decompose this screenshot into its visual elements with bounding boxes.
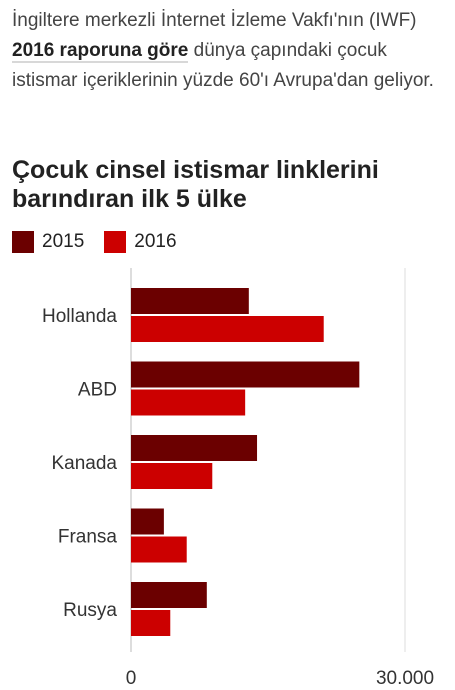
- bar-2015-0: [131, 288, 249, 314]
- x-tick-label: 0: [126, 668, 137, 689]
- bar-chart: Hollanda ABD Kanada Fransa Rusya 0 30.000: [42, 268, 434, 689]
- bar-2015-4: [131, 582, 207, 608]
- legend-label-2016: 2016: [134, 231, 177, 252]
- bar-2016-1: [131, 389, 246, 416]
- bar-2015-2: [131, 435, 258, 461]
- legend: 2015 2016: [12, 230, 197, 254]
- category-label: ABD: [78, 380, 117, 401]
- legend-item-2015: 2015: [12, 231, 84, 253]
- legend-swatch-2015: [12, 231, 34, 253]
- category-label: Hollanda: [42, 306, 117, 327]
- category-label: Fransa: [58, 527, 118, 548]
- category-label: Rusya: [63, 600, 117, 621]
- intro-text: İngiltere merkezli İnternet İzleme Vakfı…: [12, 6, 444, 96]
- bar-2015-1: [131, 361, 360, 388]
- bar-2016-3: [131, 536, 187, 563]
- legend-swatch-2016: [104, 231, 127, 253]
- x-tick-label: 30.000: [376, 668, 434, 689]
- report-link[interactable]: 2016 raporuna göre: [12, 40, 189, 63]
- intro-text-start: İngiltere merkezli İnternet İzleme Vakfı…: [12, 10, 417, 31]
- chart-title: Çocuk cinsel istismar linklerini barındı…: [12, 156, 379, 213]
- legend-item-2016: 2016: [104, 231, 177, 253]
- bar-2016-2: [131, 463, 213, 489]
- category-label: Kanada: [51, 453, 117, 474]
- intro-text-end: dünya çapındaki çocuk istismar içerikler…: [12, 40, 434, 91]
- bar-2016-4: [131, 610, 171, 636]
- bar-2015-3: [131, 508, 164, 535]
- legend-label-2015: 2015: [42, 231, 85, 252]
- bar-2016-0: [131, 316, 324, 342]
